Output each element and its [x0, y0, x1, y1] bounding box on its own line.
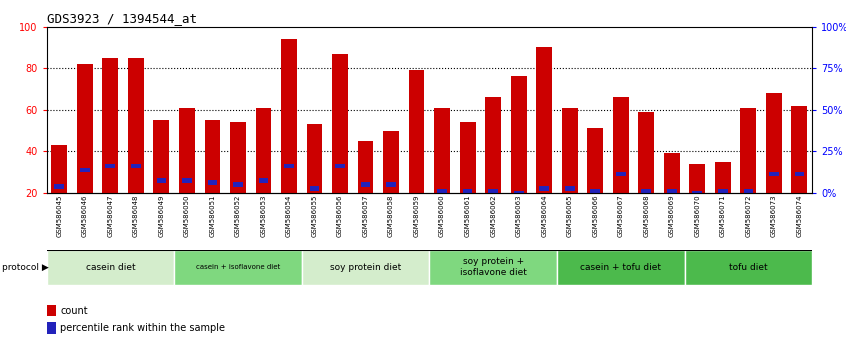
Bar — [409, 70, 425, 193]
Bar — [383, 131, 399, 193]
Bar — [47, 250, 174, 285]
Bar — [684, 250, 812, 285]
Bar — [207, 180, 217, 185]
Text: tofu diet: tofu diet — [729, 263, 767, 272]
Bar — [358, 141, 373, 193]
Bar — [794, 172, 805, 177]
Bar — [664, 153, 679, 193]
Text: percentile rank within the sample: percentile rank within the sample — [60, 323, 225, 333]
Bar — [740, 108, 756, 193]
Bar — [769, 172, 778, 177]
Bar — [387, 182, 396, 187]
Bar — [715, 162, 731, 193]
Text: soy protein diet: soy protein diet — [330, 263, 401, 272]
Bar — [511, 76, 526, 193]
Text: casein diet: casein diet — [85, 263, 135, 272]
Bar — [47, 322, 56, 334]
Bar — [639, 112, 654, 193]
Bar — [430, 250, 557, 285]
Text: count: count — [60, 306, 88, 316]
Bar — [693, 191, 702, 195]
Bar — [667, 189, 677, 193]
Text: soy protein +
isoflavone diet: soy protein + isoflavone diet — [459, 257, 526, 277]
Bar — [689, 164, 706, 193]
Bar — [157, 178, 166, 183]
Bar — [360, 182, 371, 187]
Bar — [536, 47, 552, 193]
Bar — [233, 182, 243, 187]
Bar — [557, 250, 684, 285]
Bar — [540, 187, 549, 191]
Bar — [284, 164, 294, 168]
Bar — [179, 108, 195, 193]
Bar — [562, 108, 578, 193]
Bar — [47, 305, 56, 316]
Bar — [259, 178, 268, 183]
Bar — [52, 145, 67, 193]
Bar — [54, 184, 64, 189]
Bar — [718, 189, 728, 193]
Bar — [131, 164, 140, 168]
Bar — [77, 64, 93, 193]
Bar — [205, 120, 220, 193]
Bar — [255, 108, 272, 193]
Bar — [128, 58, 144, 193]
Bar — [332, 53, 348, 193]
Bar — [459, 122, 475, 193]
Bar — [182, 178, 192, 183]
Bar — [106, 164, 115, 168]
Bar — [174, 250, 302, 285]
Bar — [80, 168, 90, 172]
Bar — [744, 189, 753, 193]
Bar — [463, 189, 472, 193]
Bar — [591, 189, 600, 193]
Bar — [437, 189, 447, 193]
Bar — [792, 105, 807, 193]
Bar — [412, 193, 421, 197]
Text: casein + tofu diet: casein + tofu diet — [580, 263, 662, 272]
Bar — [587, 129, 603, 193]
Text: GDS3923 / 1394544_at: GDS3923 / 1394544_at — [47, 12, 196, 25]
Bar — [488, 189, 498, 193]
Bar — [335, 164, 345, 168]
Bar — [641, 189, 651, 193]
Text: protocol ▶: protocol ▶ — [2, 263, 48, 272]
Bar — [153, 120, 169, 193]
Bar — [434, 108, 450, 193]
Bar — [514, 191, 524, 195]
Bar — [613, 97, 629, 193]
Bar — [302, 250, 430, 285]
Bar — [102, 58, 118, 193]
Bar — [306, 124, 322, 193]
Bar — [310, 187, 319, 191]
Text: casein + isoflavone diet: casein + isoflavone diet — [195, 264, 280, 270]
Bar — [565, 187, 574, 191]
Bar — [281, 39, 297, 193]
Bar — [230, 122, 246, 193]
Bar — [486, 97, 501, 193]
Bar — [616, 172, 625, 177]
Bar — [766, 93, 782, 193]
